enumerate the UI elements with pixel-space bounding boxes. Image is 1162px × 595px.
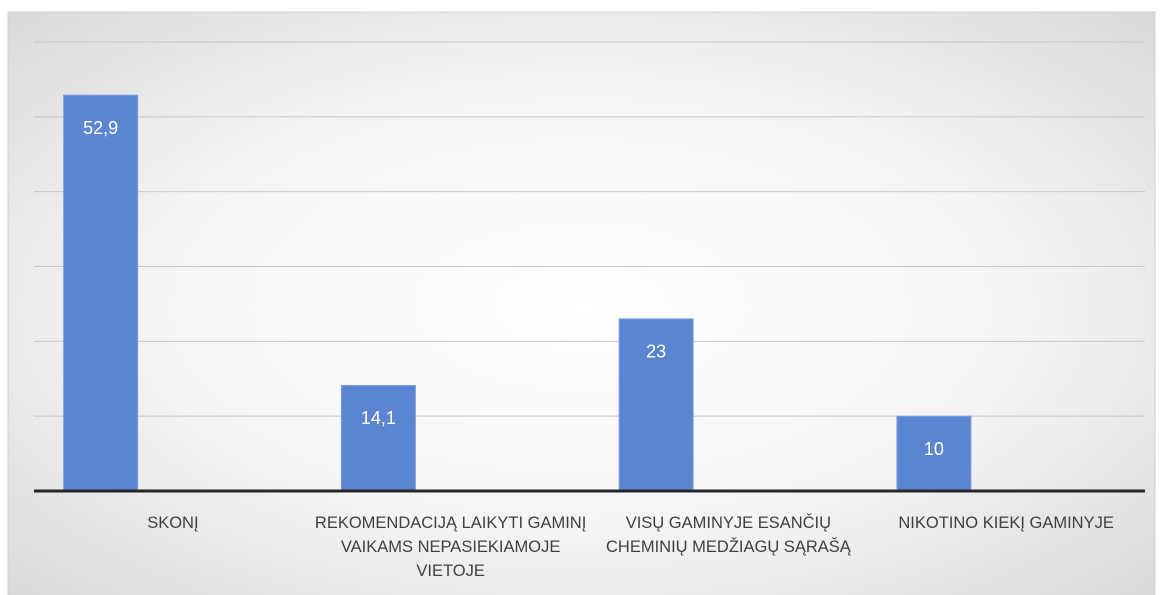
chart-background — [7, 11, 1156, 595]
bar — [896, 415, 972, 492]
x-tick-label: SKONĮ — [147, 514, 199, 532]
data-label: 14,1 — [361, 408, 396, 428]
bar — [63, 94, 139, 492]
data-label: 23 — [646, 342, 666, 362]
data-label: 10 — [924, 439, 944, 459]
data-label: 52,9 — [83, 118, 118, 138]
x-tick-label: NIKOTINO KIEKĮ GAMINYJE — [898, 514, 1114, 532]
x-tick-label: REKOMENDACIJĄ LAIKYTI GAMINĮ VAIKAMS NEP… — [314, 514, 587, 580]
x-tick-label: VISŲ GAMINYJE ESANČIŲ CHEMINIŲ MEDŽIAGŲ … — [605, 514, 851, 556]
bar — [340, 384, 416, 492]
